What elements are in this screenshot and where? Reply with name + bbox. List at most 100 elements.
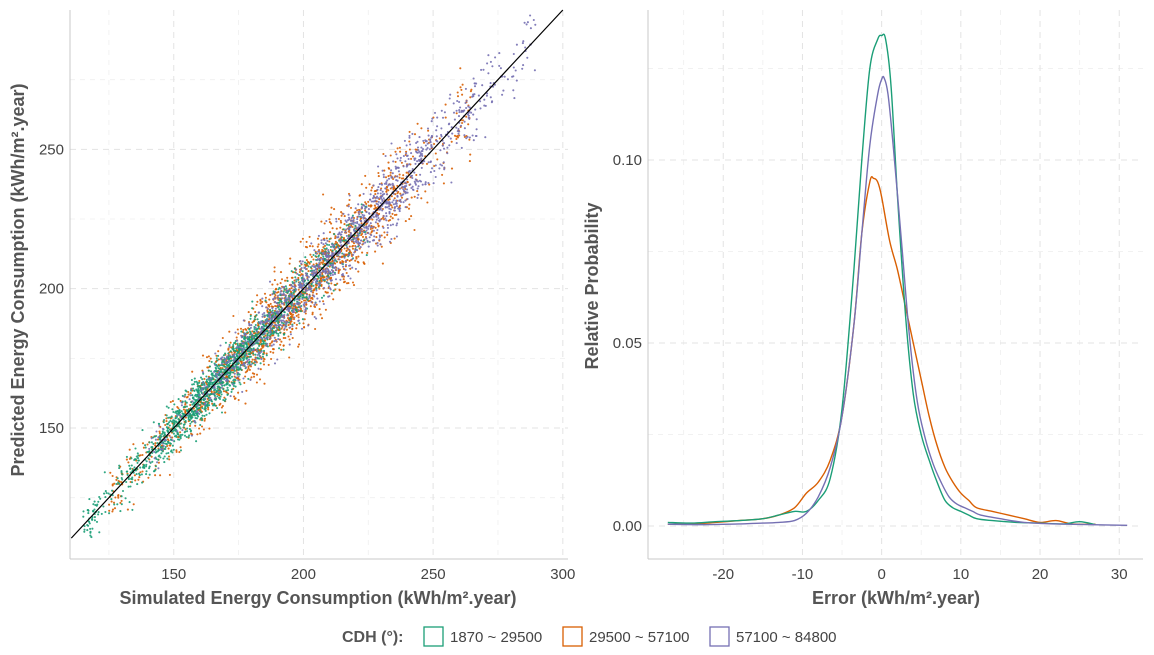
scatter-point [261, 300, 264, 303]
scatter-point [234, 331, 237, 334]
scatter-point [239, 327, 243, 330]
scatter-point [175, 412, 179, 415]
scatter-point [337, 217, 340, 221]
scatter-point [227, 374, 230, 378]
scatter-point [386, 226, 390, 229]
scatter-point [348, 226, 351, 229]
scatter-point [211, 374, 214, 377]
scatter-point [484, 136, 487, 139]
scatter-point [413, 180, 416, 183]
scatter-point [402, 165, 405, 168]
scatter-point [368, 236, 371, 239]
scatter-point [386, 223, 389, 227]
scatter-point [104, 496, 107, 499]
scatter-point [255, 381, 258, 384]
scatter-point [218, 390, 221, 393]
scatter-point [205, 375, 208, 378]
scatter-point [275, 324, 278, 327]
scatter-point [305, 293, 308, 296]
scatter-point [263, 382, 266, 385]
scatter-point [159, 474, 162, 477]
scatter-point [318, 279, 321, 282]
scatter-point [269, 331, 272, 334]
scatter-point [379, 196, 382, 199]
scatter-point [382, 197, 385, 200]
scatter-point [318, 250, 321, 253]
scatter-point [305, 259, 308, 262]
scatter-point [180, 401, 183, 404]
scatter-point [157, 467, 160, 470]
scatter-point [407, 207, 411, 210]
scatter-point [347, 203, 350, 206]
scatter-point [249, 350, 252, 353]
scatter-point [416, 187, 419, 190]
scatter-point [215, 354, 218, 357]
scatter-point [167, 451, 170, 455]
scatter-point [223, 399, 226, 402]
scatter-point [434, 164, 437, 167]
scatter-point [489, 96, 492, 99]
scatter-point [326, 272, 330, 275]
scatter-point [204, 395, 207, 398]
scatter-point [402, 201, 405, 204]
scatter-point [218, 397, 222, 401]
scatter-point [279, 331, 282, 334]
scatter-point [425, 162, 429, 165]
scatter-point [298, 322, 301, 325]
scatter-point [325, 259, 328, 262]
scatter-point [134, 447, 137, 450]
scatter-point [180, 404, 183, 407]
scatter-point [266, 307, 270, 310]
scatter-point [446, 152, 449, 155]
scatter-point [273, 362, 277, 365]
scatter-point [247, 311, 250, 314]
scatter-point [363, 204, 366, 207]
scatter-x-tick-label: 200 [291, 566, 316, 583]
scatter-point [332, 270, 335, 273]
scatter-point [399, 150, 402, 153]
scatter-point [272, 351, 275, 354]
scatter-point [442, 142, 446, 145]
scatter-point [269, 313, 272, 316]
scatter-point [177, 398, 180, 401]
scatter-point [375, 218, 378, 221]
scatter-point [117, 493, 120, 497]
scatter-point [191, 387, 195, 390]
scatter-point [465, 99, 468, 103]
scatter-point [172, 429, 175, 432]
scatter-point [334, 278, 338, 281]
scatter-point [301, 260, 304, 263]
scatter-point [458, 134, 461, 137]
scatter-point [127, 461, 130, 464]
scatter-point [403, 185, 407, 188]
scatter-point [404, 160, 407, 163]
density-y-tick-label: 0.00 [613, 518, 642, 535]
scatter-point [461, 119, 464, 122]
scatter-point [258, 352, 261, 355]
scatter-point [334, 262, 337, 265]
scatter-point [322, 250, 325, 253]
scatter-point [254, 357, 257, 360]
scatter-point [204, 402, 207, 405]
scatter-point [534, 23, 537, 26]
scatter-point [164, 446, 167, 449]
scatter-point [377, 224, 380, 227]
scatter-point [285, 289, 289, 292]
scatter-point [188, 428, 191, 431]
scatter-point [90, 536, 93, 539]
scatter-point [281, 324, 284, 327]
scatter-point [387, 184, 390, 187]
scatter-point [340, 273, 344, 276]
scatter-point [92, 509, 95, 512]
scatter-point [455, 112, 458, 115]
scatter-point [273, 279, 276, 282]
scatter-point [378, 220, 381, 223]
scatter-point [449, 93, 452, 96]
scatter-point [120, 503, 123, 506]
scatter-point [232, 343, 235, 347]
scatter-point [387, 205, 391, 208]
scatter-point [194, 424, 197, 427]
scatter-point [358, 224, 361, 227]
scatter-point [275, 310, 278, 313]
scatter-point [312, 284, 315, 287]
